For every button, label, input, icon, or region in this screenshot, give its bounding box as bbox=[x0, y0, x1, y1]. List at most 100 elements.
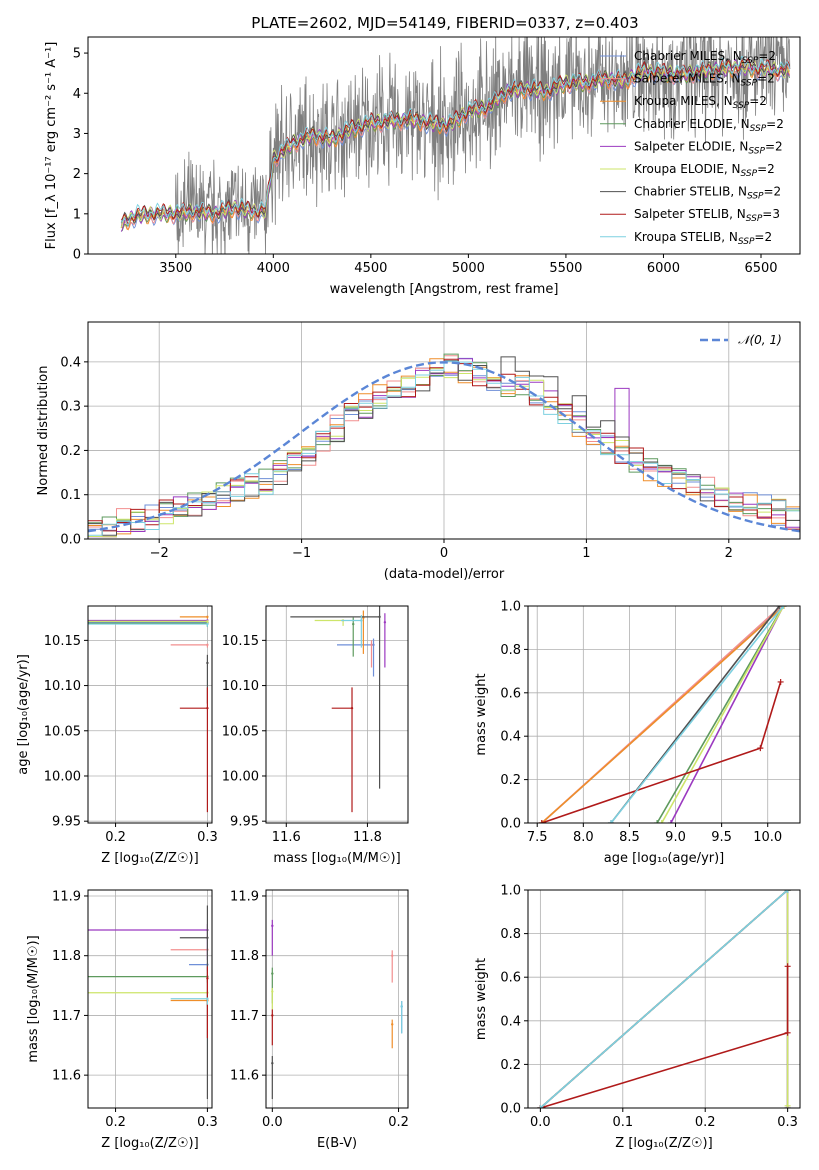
y-tick-label: 5 bbox=[73, 47, 81, 62]
legend-label-main: Salpeter ELODIE, N bbox=[634, 139, 748, 153]
x-tick-label: 0.2 bbox=[388, 1115, 409, 1130]
age_vs_Z-plot-area bbox=[88, 615, 209, 813]
x-tick-label: 5000 bbox=[452, 261, 485, 276]
legend-label-main: Chabrier STELIB, N bbox=[634, 185, 747, 199]
y-tick-label: 0.0 bbox=[60, 533, 81, 548]
y-tick-label: 11.7 bbox=[52, 1009, 81, 1024]
y-tick-label: 1 bbox=[73, 207, 81, 222]
y-tick-label: 0.2 bbox=[60, 444, 81, 459]
salpeter_stelib-marker bbox=[538, 820, 545, 823]
age_vs_Z-frame bbox=[87, 605, 213, 824]
x-tick-label: 4000 bbox=[257, 261, 290, 276]
salpeter_stelib-point bbox=[271, 1014, 274, 1017]
x-tick-label: −1 bbox=[292, 546, 311, 561]
y-axis-label: Flux [f_λ 10⁻¹⁷ erg cm⁻² s⁻¹ A⁻¹] bbox=[44, 42, 59, 250]
legend-label-main: Kroupa STELIB, N bbox=[634, 230, 738, 244]
kroupa_elodie-point bbox=[206, 620, 209, 623]
kroupa_stelib-histogram-line bbox=[88, 360, 800, 536]
y-tick-label: 10.15 bbox=[222, 634, 259, 649]
y-tick-label: 11.9 bbox=[230, 889, 259, 904]
y-tick-label: 0 bbox=[73, 248, 81, 263]
kroupa_stelib-point bbox=[360, 619, 363, 622]
chabrier_stelib-point bbox=[271, 1062, 274, 1065]
x-axis-label: Z [log₁₀(Z/Z☉)] bbox=[101, 1136, 198, 1151]
x-tick-label: 9.0 bbox=[665, 830, 686, 845]
legend-label: Chabrier MILES, NSSP=2 bbox=[634, 49, 776, 66]
salpeter_elodie-cumulative-line bbox=[670, 606, 785, 823]
legend-label-sub: SSP bbox=[746, 214, 763, 224]
x-tick-label: 0.2 bbox=[105, 830, 126, 845]
massweight_vs_Z-frame bbox=[527, 889, 801, 1109]
legend-label: Salpeter STELIB, NSSP=3 bbox=[634, 207, 780, 224]
chabrier_stelib-point bbox=[206, 936, 209, 939]
legend-label-main: Salpeter MILES, N bbox=[634, 72, 741, 86]
y-tick-label: 10.10 bbox=[222, 679, 259, 694]
spectrum-axes: 3500 4000 4500 5000 5500 6000 6500 0 1 2 3 4 5 wavele… bbox=[44, 37, 791, 297]
mass_vs_EBV-plot-area bbox=[271, 919, 403, 1100]
legend-label-sub: SSP bbox=[738, 237, 755, 247]
salpeter_stelib-point bbox=[350, 706, 354, 710]
kroupa_elodie-point bbox=[271, 990, 274, 993]
x-tick-label: −2 bbox=[150, 546, 169, 561]
y-tick-label: 10.15 bbox=[44, 634, 81, 649]
legend-label-tail: =2 bbox=[764, 185, 782, 199]
y-axis-label: mass weight bbox=[474, 673, 489, 755]
residuals-plot-area bbox=[88, 353, 800, 538]
chabrier_stelib-point bbox=[378, 615, 381, 619]
y-tick-label: 0.6 bbox=[500, 971, 521, 986]
massweight_vs_age-axes: 7.5 8.0 8.5 9.0 9.5 10.0 0.0 0.2 0.4 0.6 0.8 1.0 age… bbox=[474, 600, 800, 866]
y-tick-label: 0.6 bbox=[500, 686, 521, 701]
x-tick-label: 0.2 bbox=[695, 1115, 716, 1130]
kroupa_stelib-marker bbox=[780, 606, 787, 609]
salpeter_stelib-point bbox=[206, 977, 209, 980]
legend-label-sub: SSP bbox=[733, 101, 750, 111]
mass_vs_Z-axes: 0.2 0.3 11.6 11.7 11.8 11.9 Z [log₁₀(Z/Z☉)] mas… bbox=[26, 889, 218, 1151]
legend-label-tail: =2 bbox=[766, 117, 784, 131]
legend-label-sub: SSP bbox=[747, 192, 764, 202]
x-axis-label: Z [log₁₀(Z/Z☉)] bbox=[101, 851, 198, 866]
x-tick-label: 9.5 bbox=[711, 830, 732, 845]
x-tick-label: 0 bbox=[440, 546, 448, 561]
x-tick-label: 0.0 bbox=[262, 1115, 283, 1130]
x-tick-label: 6000 bbox=[647, 261, 680, 276]
legend-label: Kroupa STELIB, NSSP=2 bbox=[634, 230, 772, 247]
kroupa_miles-point bbox=[206, 615, 209, 619]
mass_vs_EBV-frame bbox=[265, 889, 409, 1109]
legend-label-tail: =2 bbox=[749, 94, 767, 108]
y-tick-label: 9.95 bbox=[230, 815, 259, 830]
chabrier_elodie-point bbox=[352, 622, 355, 626]
y-tick-label: 1.0 bbox=[500, 600, 521, 615]
y-tick-label: 10.05 bbox=[44, 724, 81, 739]
y-tick-label: 0.0 bbox=[500, 817, 521, 832]
salpeter_elodie-histogram-line bbox=[88, 358, 800, 538]
x-tick-label: 0.1 bbox=[612, 1115, 633, 1130]
chabrier_elodie-marker bbox=[654, 820, 661, 823]
x-axis-label: (data-model)/error bbox=[384, 567, 505, 582]
x-tick-label: 2 bbox=[725, 546, 733, 561]
y-tick-label: 0.3 bbox=[60, 400, 81, 415]
kroupa_stelib-marker bbox=[537, 1105, 544, 1108]
spectrum-frame bbox=[87, 36, 801, 255]
y-tick-label: 0.2 bbox=[500, 1058, 521, 1073]
age_vs_mass-axes: 11.6 11.8 9.95 10.00 10.05 10.10 10.15 mass [lo… bbox=[222, 606, 408, 866]
legend-label-sub: SSP bbox=[741, 79, 758, 89]
y-tick-label: 1.0 bbox=[500, 884, 521, 899]
y-tick-label: 2 bbox=[73, 167, 81, 182]
y-tick-label: 11.6 bbox=[230, 1069, 259, 1084]
residuals-frame bbox=[87, 321, 801, 540]
legend-label: Salpeter ELODIE, NSSP=2 bbox=[634, 139, 783, 156]
chabrier_elodie-cumulative-line bbox=[656, 606, 784, 823]
kroupa_miles-cumulative-line bbox=[541, 606, 785, 823]
legend-label-sub: SSP bbox=[750, 124, 767, 134]
salpeter_miles-point bbox=[206, 643, 209, 647]
chabrier_stelib-marker bbox=[776, 606, 783, 609]
salpeter_stelib-marker bbox=[777, 678, 784, 685]
legend-label-sub: SSP bbox=[741, 169, 758, 179]
legend-label: Chabrier ELODIE, NSSP=2 bbox=[634, 117, 784, 134]
chabrier_stelib-model-line bbox=[120, 57, 790, 224]
salpeter_elodie-point bbox=[383, 621, 387, 624]
age_vs_mass-frame bbox=[265, 605, 409, 824]
y-axis-label: mass [log₁₀(M/M☉)] bbox=[26, 935, 41, 1062]
legend-label: Kroupa MILES, NSSP=2 bbox=[634, 94, 767, 111]
